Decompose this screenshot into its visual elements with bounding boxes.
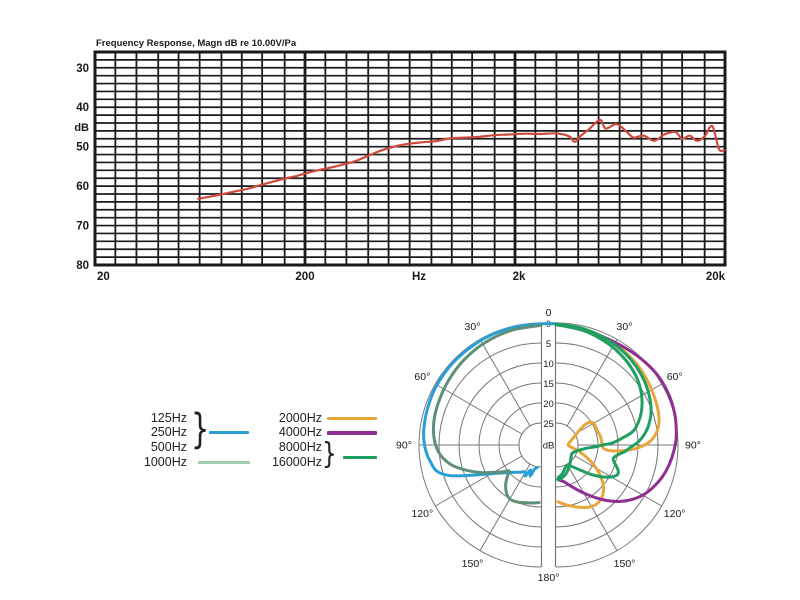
legend-label-4000hz: 4000Hz [278,425,322,439]
frequency-response-chart: Frequency Response, Magn dB re 10.00V/Pa… [74,38,727,283]
polar-curve-2000hz [554,323,661,510]
polar-ring-label: 5 [546,339,551,350]
polar-angle-label-left: 60° [414,371,430,383]
legend-swatch-1000hz [198,461,250,465]
polar-angle-label-right: 120° [664,508,686,520]
polar-angle-label-right: 60° [667,371,683,383]
y-tick-label: 70 [76,221,89,233]
x-tick-label: 20 [97,271,110,283]
legend-label-125hz: 125Hz [150,411,187,425]
polar-grid-left [418,322,541,568]
y-tick-label: 30 [76,63,89,75]
polar-ring-label: 25 [543,419,554,430]
polar-angle-label-0: 0 [546,307,552,319]
legend-brace-low-group: } [191,405,210,453]
freq-grid [93,50,727,267]
polar-curve-1000hz [431,323,543,505]
polar-ring-label: 20 [543,399,554,410]
legend-label-8000hz: 8000Hz [278,440,322,454]
x-axis-unit-label: Hz [412,271,426,283]
legend-label-2000hz: 2000Hz [278,411,322,425]
legend-label-500hz: 500Hz [150,440,187,454]
legend-swatch-8000-16000hz [343,455,377,459]
polar-curve-125-500hz [422,322,559,478]
y-axis-unit-label: dB [74,122,89,134]
polar-angle-label-180: 180° [538,572,560,584]
polar-ring-label: 10 [543,359,554,370]
polar-angle-label-left: 30° [465,321,481,333]
polar-curve-16000hz [554,323,644,482]
y-tick-label: 80 [76,260,89,272]
polar-center-unit-label: dB [543,441,555,452]
y-tick-label: 60 [76,181,89,193]
polar-curve-8000hz [554,322,653,479]
polar-angle-label-left: 120° [411,508,433,520]
legend-swatch-2000hz [327,416,377,421]
legend-swatch-125-500hz [209,431,249,435]
freq-chart-title: Frequency Response, Magn dB re 10.00V/Pa [96,38,297,49]
legend-brace-high-group: } [322,435,337,471]
x-tick-label: 2k [513,271,526,283]
polar-curve-4000hz [554,323,678,503]
polar-ring-label: 15 [543,379,554,390]
x-tick-label: 200 [295,271,314,283]
legend-label-250hz: 250Hz [150,425,187,439]
polar-angle-label-left: 150° [462,558,484,570]
polar-angle-label-right: 150° [614,558,636,570]
legend-swatch-4000hz [327,431,377,435]
polar-angle-label-right: 90° [685,440,701,452]
legend-label-16000hz: 16000Hz [271,455,322,469]
polar-angle-label-right: 30° [617,321,633,333]
frequency-response-curve [197,118,726,200]
y-tick-label: 40 [76,102,89,114]
y-tick-label: 50 [76,142,89,154]
x-tick-label: 20k [706,271,726,283]
legend-label-1000hz: 1000Hz [143,455,187,469]
polar-angle-label-left: 90° [396,440,412,452]
